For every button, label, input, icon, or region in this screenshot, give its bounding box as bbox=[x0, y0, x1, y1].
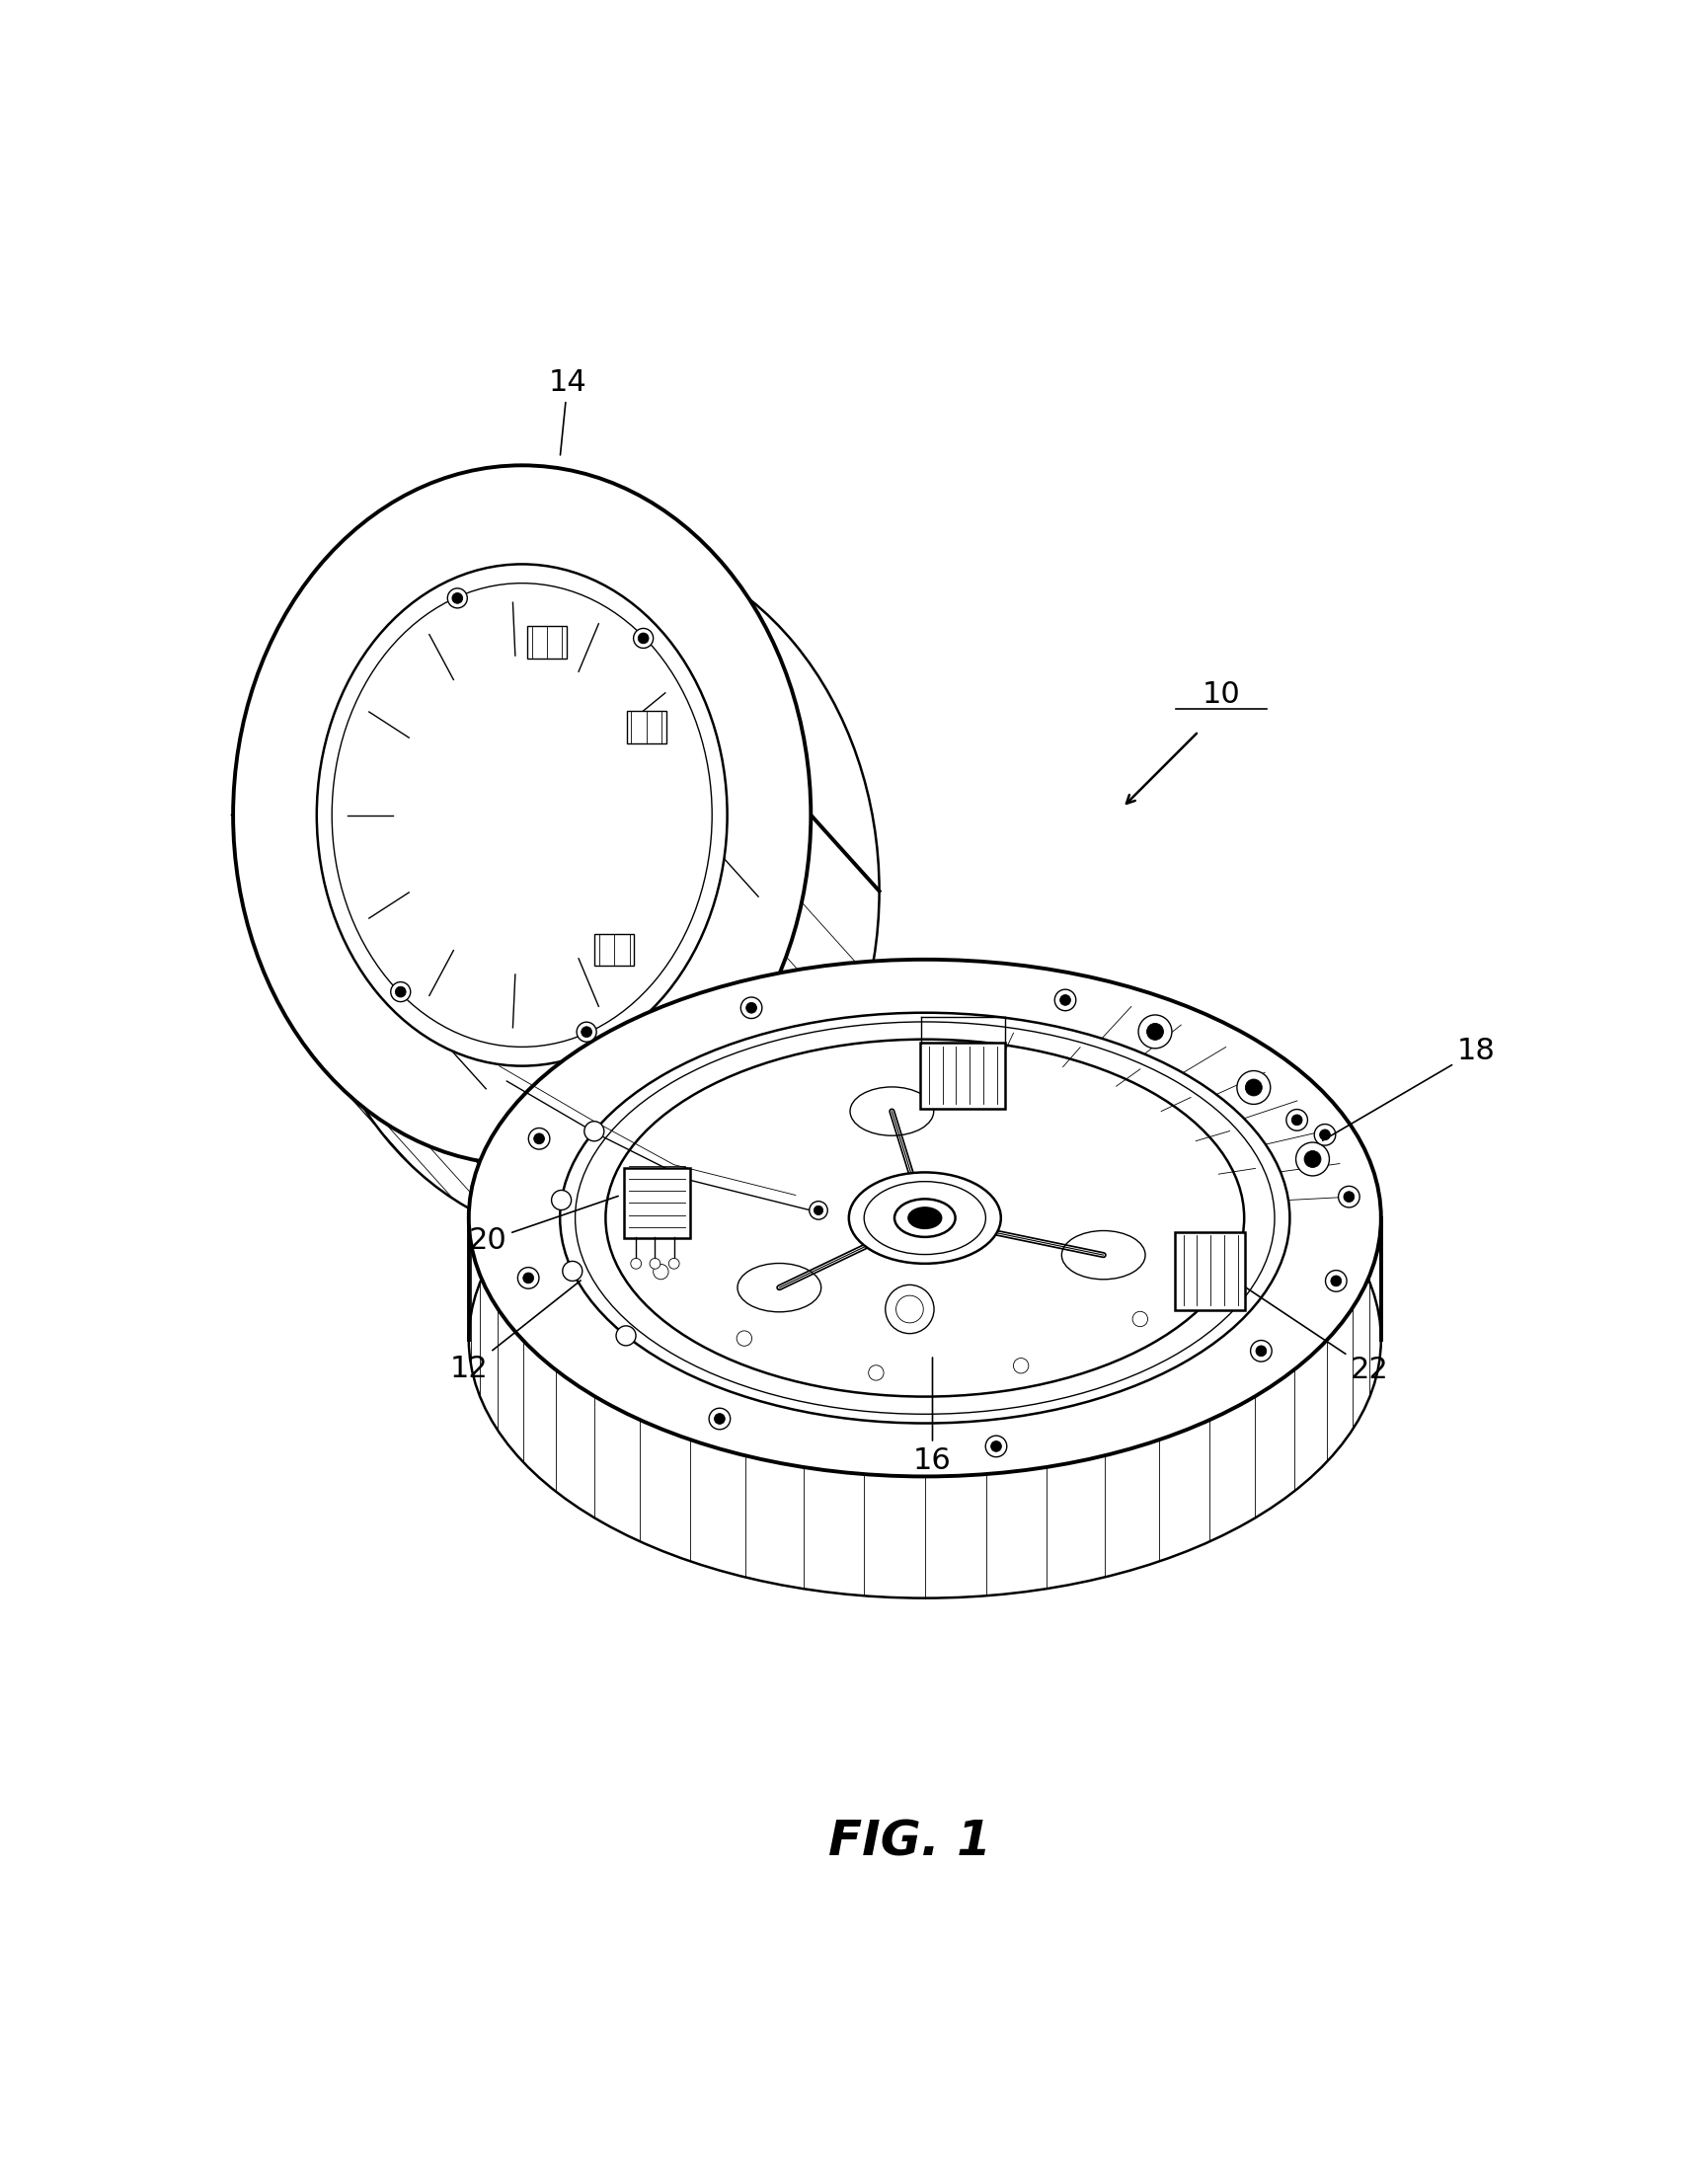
FancyBboxPatch shape bbox=[627, 711, 666, 743]
Circle shape bbox=[453, 593, 463, 604]
Circle shape bbox=[810, 1201, 827, 1219]
Text: FIG. 1: FIG. 1 bbox=[828, 1818, 991, 1866]
Circle shape bbox=[746, 1003, 757, 1014]
Circle shape bbox=[709, 1408, 729, 1430]
Circle shape bbox=[562, 1262, 582, 1282]
Circle shape bbox=[1291, 1114, 1301, 1125]
Circle shape bbox=[528, 1127, 550, 1149]
Circle shape bbox=[868, 1365, 883, 1380]
Ellipse shape bbox=[849, 1173, 1001, 1264]
Circle shape bbox=[533, 1134, 545, 1144]
Circle shape bbox=[1295, 1142, 1329, 1175]
Circle shape bbox=[1303, 1151, 1320, 1168]
Circle shape bbox=[634, 628, 652, 647]
Circle shape bbox=[813, 1206, 823, 1214]
Text: 18: 18 bbox=[1322, 1036, 1494, 1140]
Text: 12: 12 bbox=[449, 1280, 581, 1384]
Circle shape bbox=[1054, 990, 1076, 1012]
FancyBboxPatch shape bbox=[1175, 1232, 1243, 1310]
Text: 16: 16 bbox=[912, 1358, 951, 1474]
Circle shape bbox=[581, 1027, 591, 1038]
Text: 14: 14 bbox=[548, 368, 586, 456]
Text: 10: 10 bbox=[1201, 680, 1240, 709]
Circle shape bbox=[1250, 1341, 1271, 1362]
Circle shape bbox=[1013, 1358, 1028, 1373]
Circle shape bbox=[1342, 1192, 1353, 1201]
Circle shape bbox=[391, 981, 410, 1003]
Circle shape bbox=[1286, 1110, 1307, 1131]
Text: 22: 22 bbox=[1245, 1288, 1389, 1384]
Circle shape bbox=[617, 1325, 635, 1345]
Circle shape bbox=[1138, 1016, 1172, 1049]
Circle shape bbox=[637, 632, 649, 643]
Circle shape bbox=[523, 1273, 533, 1284]
Circle shape bbox=[1325, 1271, 1346, 1291]
Circle shape bbox=[1132, 1312, 1148, 1328]
Circle shape bbox=[518, 1267, 538, 1288]
Circle shape bbox=[1255, 1345, 1266, 1356]
FancyBboxPatch shape bbox=[623, 1168, 690, 1238]
Ellipse shape bbox=[468, 959, 1380, 1476]
Ellipse shape bbox=[907, 1208, 941, 1230]
FancyBboxPatch shape bbox=[594, 933, 634, 966]
Circle shape bbox=[552, 1190, 570, 1210]
Circle shape bbox=[652, 1264, 668, 1280]
FancyBboxPatch shape bbox=[526, 626, 567, 658]
Circle shape bbox=[630, 1258, 640, 1269]
Circle shape bbox=[395, 988, 407, 996]
Circle shape bbox=[1059, 994, 1069, 1005]
Circle shape bbox=[714, 1413, 724, 1424]
Circle shape bbox=[1319, 1129, 1329, 1140]
Ellipse shape bbox=[468, 1081, 1380, 1598]
Circle shape bbox=[986, 1437, 1006, 1456]
FancyBboxPatch shape bbox=[921, 1042, 1004, 1107]
Circle shape bbox=[1337, 1186, 1360, 1208]
Circle shape bbox=[736, 1330, 752, 1345]
Ellipse shape bbox=[316, 565, 728, 1066]
Ellipse shape bbox=[893, 1199, 955, 1236]
Circle shape bbox=[1237, 1070, 1269, 1105]
Circle shape bbox=[1245, 1079, 1261, 1097]
Circle shape bbox=[649, 1258, 659, 1269]
Circle shape bbox=[576, 1022, 596, 1042]
Circle shape bbox=[991, 1441, 1001, 1452]
Circle shape bbox=[584, 1121, 603, 1140]
Circle shape bbox=[1331, 1275, 1341, 1286]
Text: 20: 20 bbox=[468, 1197, 618, 1256]
Ellipse shape bbox=[232, 464, 810, 1164]
Circle shape bbox=[1313, 1125, 1336, 1144]
Circle shape bbox=[1146, 1022, 1163, 1040]
Circle shape bbox=[447, 589, 466, 608]
Circle shape bbox=[668, 1258, 680, 1269]
Ellipse shape bbox=[301, 541, 880, 1240]
Circle shape bbox=[740, 996, 762, 1018]
